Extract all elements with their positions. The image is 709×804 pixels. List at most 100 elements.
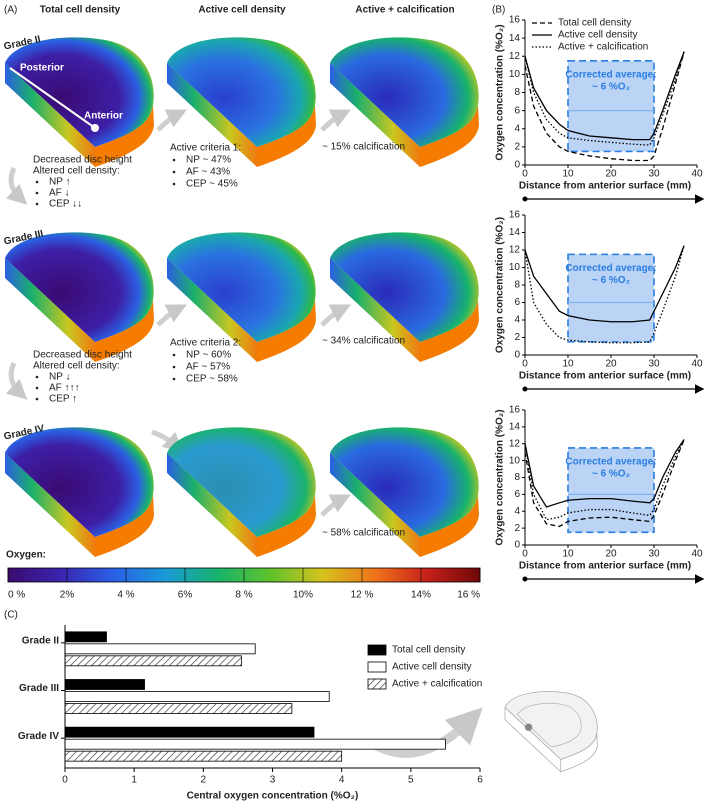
series-line	[524, 439, 685, 528]
transition-text: Altered cell density:	[33, 166, 120, 177]
disc-top	[167, 232, 316, 342]
criteria-title: Active criteria 2:	[170, 338, 241, 349]
colorbar-label: 14%	[411, 590, 431, 601]
bar	[64, 738, 446, 750]
calcification-note: ~ 15% calcification	[322, 142, 405, 153]
y-tick-label: 16	[509, 405, 521, 416]
x-tick-label: 3	[270, 775, 276, 786]
disc-model	[5, 37, 154, 167]
y-tick-label: 4	[514, 315, 520, 326]
y-axis-label: Oxygen concentration (%O₂)	[495, 24, 506, 160]
y-tick-label: 16	[509, 210, 521, 221]
bar	[64, 691, 330, 702]
disc-cut-face	[330, 453, 420, 557]
x-tick-label: 10	[562, 549, 574, 560]
criteria-item: AF ~ 43%	[186, 167, 230, 178]
legend-label: Active cell density	[392, 662, 471, 673]
direction-origin	[522, 196, 528, 202]
series-line	[524, 51, 685, 146]
x-tick-label: 40	[691, 549, 703, 560]
y-tick-label: 8	[514, 472, 520, 483]
disc-cut-face	[5, 453, 95, 557]
x-tick-label: 2	[201, 775, 207, 786]
transition-item: CEP ↓↓	[49, 199, 82, 210]
series-line	[524, 51, 685, 162]
panel-label: (A)	[4, 5, 17, 16]
x-tick-label: 10	[562, 359, 574, 370]
annotation: ~ 6 %O₂	[592, 469, 630, 480]
annotation: Corrected average:	[565, 457, 656, 468]
colorbar-label: 2%	[60, 590, 75, 601]
x-tick-label: 30	[648, 359, 660, 370]
x-tick-label: 0	[62, 775, 68, 786]
direction-origin	[522, 386, 528, 392]
y-tick-label: 2	[514, 332, 520, 343]
y-tick-label: 10	[509, 455, 521, 466]
x-tick-label: 20	[605, 549, 617, 560]
disc-rim	[420, 300, 479, 362]
y-tick-label: 12	[509, 51, 521, 62]
disc-model	[167, 37, 316, 167]
column-header: Total cell density	[40, 5, 121, 16]
x-tick-label: 0	[522, 359, 528, 370]
y-tick-label: 6	[514, 489, 520, 500]
transition-item: AF ↓	[49, 188, 70, 199]
category-label: Grade IV	[18, 731, 59, 742]
colorbar-title: Oxygen:	[6, 550, 46, 561]
colorbar-label: 12 %	[351, 590, 374, 601]
disc-top	[5, 37, 154, 147]
disc-cut-face	[330, 63, 420, 167]
y-tick-label: 0	[514, 350, 520, 361]
x-axis-label: Distance from anterior surface (mm)	[519, 561, 691, 572]
anterior-marker	[91, 124, 99, 132]
disc-model	[330, 232, 479, 362]
annotation: ~ 6 %O₂	[592, 275, 630, 286]
x-tick-label: 40	[691, 169, 703, 180]
y-tick-label: 14	[509, 227, 521, 238]
bullet	[35, 375, 39, 379]
transition-text: Decreased disc height	[33, 350, 132, 361]
y-tick-label: 0	[514, 160, 520, 171]
y-tick-label: 14	[509, 33, 521, 44]
column-header: Active cell density	[198, 5, 286, 16]
transition-text: Altered cell density:	[33, 361, 120, 372]
orientation-label: Anterior	[84, 111, 123, 122]
bullet	[35, 397, 39, 401]
disc-top	[167, 427, 316, 537]
x-tick-label: 20	[605, 169, 617, 180]
x-tick-label: 1	[131, 775, 137, 786]
category-label: Grade III	[19, 683, 59, 694]
disc-rim	[420, 105, 479, 167]
disc-rim	[257, 300, 316, 362]
disc-model	[5, 427, 154, 557]
transition-item: AF ↑↑↑	[49, 383, 80, 394]
x-tick-label: 4	[339, 775, 345, 786]
x-axis-label: Distance from anterior surface (mm)	[519, 371, 691, 382]
series-line	[524, 245, 685, 323]
colorbar-label: 0 %	[8, 590, 25, 601]
disc-rim	[95, 495, 154, 557]
bar	[64, 631, 107, 643]
series-line	[524, 439, 685, 508]
disc-top	[5, 427, 154, 537]
legend-swatch	[367, 644, 387, 656]
y-tick-label: 4	[514, 506, 520, 517]
legend-swatch	[367, 678, 387, 690]
x-tick-label: 30	[648, 169, 660, 180]
y-tick-label: 2	[514, 523, 520, 534]
colorbar-label: 6%	[178, 590, 193, 601]
bullet	[35, 191, 39, 195]
bar	[64, 750, 343, 762]
series-line	[524, 439, 685, 521]
transition-item: CEP ↑	[49, 394, 77, 405]
bullet	[35, 202, 39, 206]
colorbar-label: 16 %	[457, 590, 480, 601]
bullet	[35, 180, 39, 184]
disc-rim	[257, 105, 316, 167]
orientation-arrow	[9, 67, 96, 129]
y-axis-label: Oxygen concentration (%O₂)	[495, 409, 506, 545]
disc-top	[330, 427, 479, 537]
legend-label: Active + calcification	[392, 679, 482, 690]
disc-cut-face	[5, 63, 95, 167]
